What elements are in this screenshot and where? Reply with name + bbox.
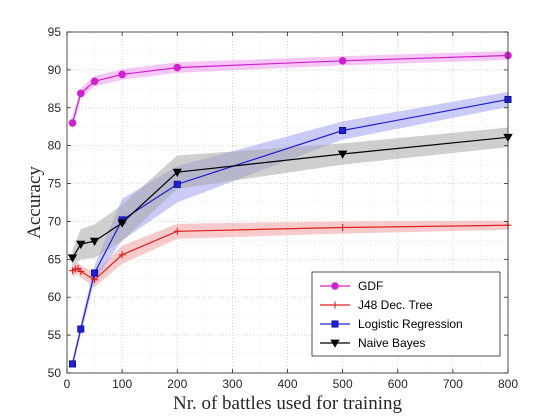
point-gdf (90, 77, 99, 86)
y-tick-label: 80 (48, 139, 62, 153)
point-naive-bayes (117, 219, 127, 228)
x-tick-label: 100 (112, 377, 132, 391)
y-axis-title: Accuracy (24, 166, 45, 239)
legend-marker-logistic-regression (331, 320, 339, 328)
legend-label-j48-dec-tree: J48 Dec. Tree (358, 298, 433, 312)
point-j48-dec-tree (77, 267, 85, 275)
legend-marker-naive-bayes (330, 339, 340, 348)
point-gdf (76, 89, 85, 98)
legend-label-naive-bayes: Naive Bayes (358, 336, 425, 350)
legend-label-gdf: GDF (358, 279, 383, 293)
legend-marker-gdf (331, 282, 339, 290)
plot-area (66, 31, 513, 374)
point-gdf (118, 70, 126, 79)
point-naive-bayes (67, 254, 78, 263)
y-tick-label: 85 (48, 101, 62, 115)
y-tick-label: 70 (48, 214, 62, 228)
x-tick-label: 300 (222, 377, 242, 391)
y-tick-label: 60 (48, 290, 62, 304)
x-axis-title: Nr. of battles used for training (173, 393, 403, 414)
point-gdf (338, 56, 347, 65)
y-tick-label: 65 (48, 252, 62, 266)
band-j48-dec-tree (72, 220, 508, 288)
legend: GDF J48 Dec. Tree Logistic Regression Naive… (311, 271, 501, 357)
y-tick-label: 75 (48, 177, 62, 191)
point-logistic-regression (339, 127, 347, 135)
point-gdf (68, 119, 77, 127)
legend-marker-j48-dec-tree (331, 301, 339, 309)
point-logistic-regression (77, 325, 85, 333)
x-tick-label: 800 (498, 377, 518, 391)
point-j48-dec-tree (339, 224, 347, 232)
band-naive-bayes (72, 127, 508, 266)
legend-label-logistic-regression: Logistic Regression (358, 317, 463, 331)
x-tick-label: 400 (277, 377, 297, 391)
point-logistic-regression (69, 360, 77, 368)
y-tick-label: 55 (48, 328, 62, 342)
point-naive-bayes (172, 168, 182, 177)
x-tick-label: 600 (388, 377, 408, 391)
y-tick-label: 95 (48, 25, 62, 39)
point-j48-dec-tree (118, 251, 126, 259)
band-gdf (72, 50, 508, 131)
point-naive-bayes (76, 240, 86, 249)
point-naive-bayes (89, 237, 100, 246)
point-j48-dec-tree (173, 227, 181, 235)
point-j48-dec-tree (91, 276, 99, 284)
point-gdf (173, 63, 182, 72)
point-logistic-regression (173, 180, 181, 188)
x-tick-label: 200 (167, 377, 187, 391)
axis-ticks: 0 100 200 300 400 500 600 700 800 50 55 60 65 70 75 80 8… (48, 25, 519, 391)
y-tick-label: 90 (48, 63, 62, 77)
y-tick-label: 50 (48, 366, 62, 380)
x-tick-label: 500 (333, 377, 353, 391)
x-tick-label: 700 (443, 377, 463, 391)
point-logistic-regression (91, 269, 99, 277)
x-tick-label: 0 (64, 377, 71, 391)
point-naive-bayes (337, 150, 348, 159)
